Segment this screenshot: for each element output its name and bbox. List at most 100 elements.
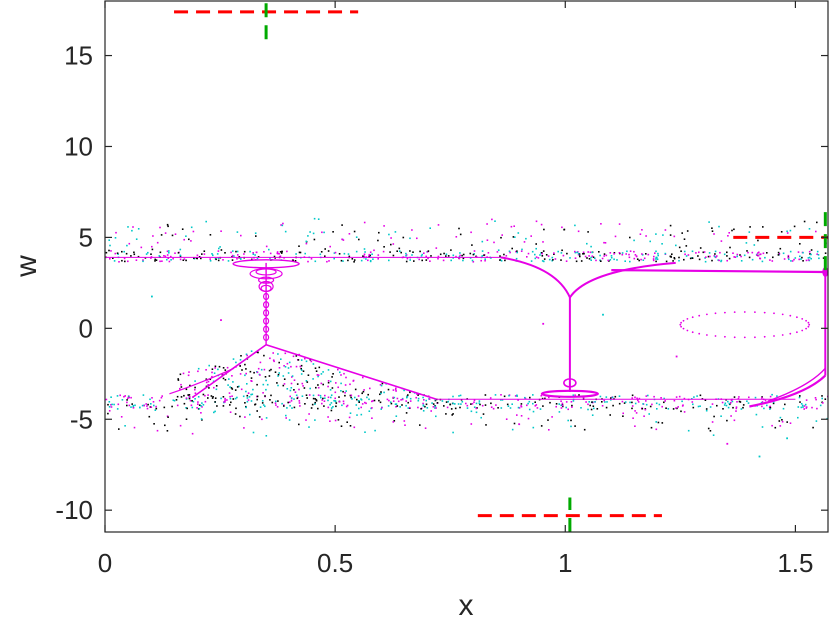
data-point <box>399 250 401 252</box>
data-point <box>624 260 626 262</box>
data-point <box>437 257 439 260</box>
data-point <box>163 255 165 257</box>
data-point <box>159 260 161 263</box>
data-point <box>239 373 242 375</box>
data-point <box>357 395 360 397</box>
data-point <box>601 257 604 260</box>
data-point <box>329 245 331 248</box>
data-point <box>188 397 191 400</box>
data-point <box>335 405 337 408</box>
data-point <box>339 371 341 374</box>
data-point <box>346 421 348 423</box>
data-point <box>686 318 689 320</box>
data-point <box>247 392 250 394</box>
data-point <box>371 417 373 419</box>
data-point <box>790 260 792 262</box>
data-point <box>745 242 748 244</box>
data-point <box>642 259 645 261</box>
data-point <box>590 245 592 248</box>
data-point <box>731 400 734 403</box>
data-point <box>517 399 519 401</box>
data-point <box>518 423 520 425</box>
data-point <box>816 407 818 410</box>
data-point <box>108 410 111 412</box>
data-point <box>562 254 565 257</box>
data-point <box>822 257 825 259</box>
bifurcation-curve <box>169 367 235 395</box>
data-point <box>796 316 798 319</box>
data-point <box>818 257 820 260</box>
data-point <box>123 250 125 253</box>
data-point <box>679 323 682 326</box>
data-point <box>394 231 397 233</box>
data-point <box>527 402 529 405</box>
data-point <box>535 404 538 406</box>
data-point <box>330 394 333 396</box>
data-point <box>279 255 282 257</box>
data-point <box>777 254 780 256</box>
data-point <box>547 419 549 421</box>
data-point <box>782 252 785 255</box>
data-point <box>805 259 808 262</box>
data-point <box>558 411 561 413</box>
data-point <box>300 364 303 367</box>
data-point <box>801 404 804 407</box>
data-point <box>513 422 516 425</box>
data-point <box>624 401 627 403</box>
data-point <box>304 252 306 255</box>
data-point <box>337 419 340 421</box>
data-point <box>342 400 345 403</box>
data-point <box>740 255 742 258</box>
data-point <box>754 311 756 313</box>
data-point <box>511 403 513 405</box>
data-point <box>706 334 708 336</box>
data-point <box>554 258 557 260</box>
data-point <box>116 252 119 254</box>
data-point <box>363 255 365 258</box>
data-point <box>428 398 431 400</box>
data-point <box>289 404 291 407</box>
data-point <box>567 408 569 411</box>
data-point <box>643 257 646 260</box>
data-point <box>258 416 261 418</box>
data-point <box>171 234 174 237</box>
data-point <box>751 251 754 254</box>
data-point <box>574 394 576 396</box>
data-point <box>135 259 138 261</box>
data-point <box>651 403 653 406</box>
data-point <box>362 255 364 257</box>
data-point <box>707 255 710 258</box>
data-point <box>594 401 596 403</box>
data-point <box>190 404 193 407</box>
data-point <box>458 255 461 258</box>
data-point <box>633 257 636 260</box>
data-point <box>146 407 149 410</box>
data-point <box>576 251 578 254</box>
data-point <box>353 259 356 261</box>
data-point <box>142 260 144 263</box>
data-point <box>367 259 369 262</box>
data-point <box>450 249 452 251</box>
data-point <box>817 254 820 256</box>
data-point <box>395 387 397 390</box>
data-point <box>664 252 667 255</box>
data-point <box>300 359 303 361</box>
data-point <box>415 396 417 399</box>
data-point <box>735 410 737 412</box>
data-point <box>769 406 772 409</box>
data-point <box>240 258 242 260</box>
data-point <box>421 253 423 256</box>
data-point <box>329 380 332 383</box>
data-point <box>187 394 189 396</box>
data-point <box>664 229 667 231</box>
data-point <box>642 403 644 405</box>
data-point <box>656 258 659 261</box>
data-point <box>413 260 415 262</box>
data-point <box>685 255 688 257</box>
data-point <box>452 413 454 415</box>
data-point <box>678 246 681 249</box>
data-point <box>805 407 808 409</box>
data-point <box>445 255 447 257</box>
data-point <box>342 402 345 405</box>
data-point <box>194 398 196 400</box>
